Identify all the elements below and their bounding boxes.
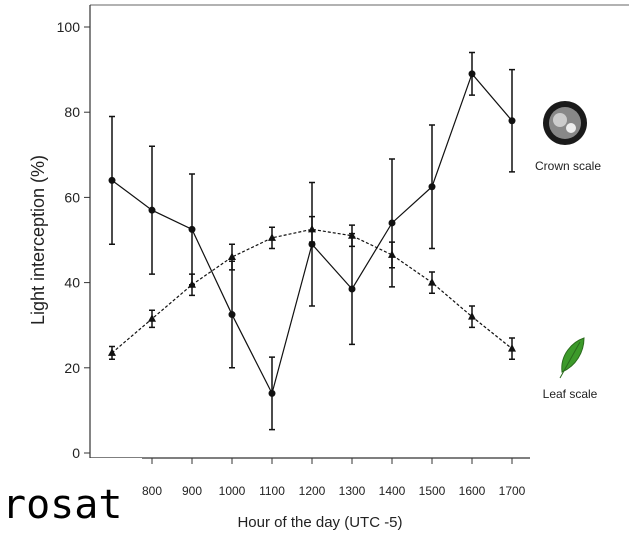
y-axis-label: Light interception (%) bbox=[28, 155, 48, 325]
x-tick-label: 1200 bbox=[299, 484, 326, 498]
annotation: Crown scale bbox=[535, 159, 601, 173]
x-tick-label: 1400 bbox=[379, 484, 406, 498]
x-axis-label: Hour of the day (UTC -5) bbox=[237, 514, 402, 531]
marker bbox=[188, 225, 196, 233]
marker bbox=[268, 233, 276, 241]
marker bbox=[108, 176, 116, 184]
y-tick-label: 80 bbox=[64, 104, 80, 120]
x-tick-label: 1000 bbox=[219, 484, 246, 498]
x-tick-label: 1100 bbox=[259, 484, 285, 498]
marker bbox=[428, 278, 436, 286]
marker bbox=[388, 219, 396, 227]
leaf-icon bbox=[559, 337, 585, 379]
marker bbox=[428, 183, 436, 191]
annotation: Leaf scale bbox=[543, 387, 598, 401]
series-line bbox=[111, 228, 513, 354]
marker bbox=[388, 250, 396, 258]
marker bbox=[108, 348, 116, 356]
overlay-text: rosat bbox=[2, 482, 122, 528]
x-tick-label: 1700 bbox=[499, 484, 526, 498]
marker bbox=[468, 70, 476, 78]
x-tick-label: 1600 bbox=[459, 484, 486, 498]
x-tick-label: 1300 bbox=[339, 484, 366, 498]
marker bbox=[508, 344, 516, 352]
y-tick-label: 40 bbox=[64, 275, 80, 291]
x-tick-label: 900 bbox=[182, 484, 202, 498]
overlay-box bbox=[0, 458, 142, 555]
marker bbox=[468, 312, 476, 320]
crown-icon bbox=[543, 101, 587, 145]
marker bbox=[228, 252, 236, 261]
marker bbox=[228, 311, 236, 319]
marker bbox=[148, 314, 156, 322]
marker bbox=[268, 389, 276, 397]
y-tick-label: 20 bbox=[64, 360, 80, 376]
marker bbox=[188, 280, 196, 288]
x-tick-label: 800 bbox=[142, 484, 162, 498]
y-tick-label: 100 bbox=[57, 19, 81, 35]
marker bbox=[148, 206, 156, 214]
x-tick-label: 1500 bbox=[419, 484, 446, 498]
marker bbox=[508, 117, 516, 125]
y-tick-label: 0 bbox=[72, 445, 80, 461]
marker bbox=[348, 231, 356, 239]
y-tick-label: 60 bbox=[64, 189, 80, 205]
marker bbox=[308, 224, 316, 233]
marker bbox=[348, 285, 356, 293]
